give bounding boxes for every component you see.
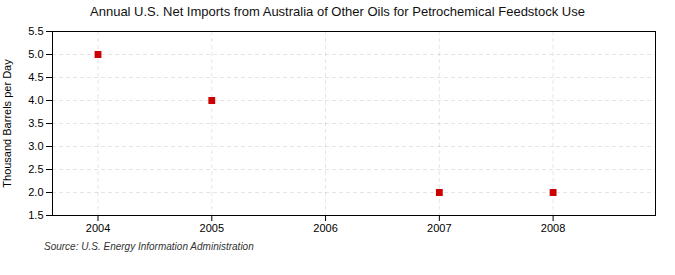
svg-text:2.5: 2.5 [28,163,43,175]
svg-text:Thousand Barrels per Day: Thousand Barrels per Day [1,59,13,188]
html-text:Annual U.S. Net Imports from A: Annual U.S. Net Imports from Australia o… [90,4,585,19]
svg-text:5.0: 5.0 [28,48,43,60]
svg-text:2006: 2006 [313,222,337,234]
svg-text:5.5: 5.5 [28,25,43,37]
svg-text:1.5: 1.5 [28,209,43,221]
svg-text:2007: 2007 [427,222,451,234]
svg-text:2004: 2004 [86,222,110,234]
html-text:Source: U.S. Energy Informatio: Source: U.S. Energy Information Administ… [44,241,254,252]
svg-text:3.0: 3.0 [28,140,43,152]
svg-text:2005: 2005 [200,222,224,234]
svg-text:2008: 2008 [541,222,565,234]
svg-text:4.0: 4.0 [28,94,43,106]
svg-text:4.5: 4.5 [28,71,43,83]
svg-text:2.0: 2.0 [28,186,43,198]
svg-text:3.5: 3.5 [28,117,43,129]
